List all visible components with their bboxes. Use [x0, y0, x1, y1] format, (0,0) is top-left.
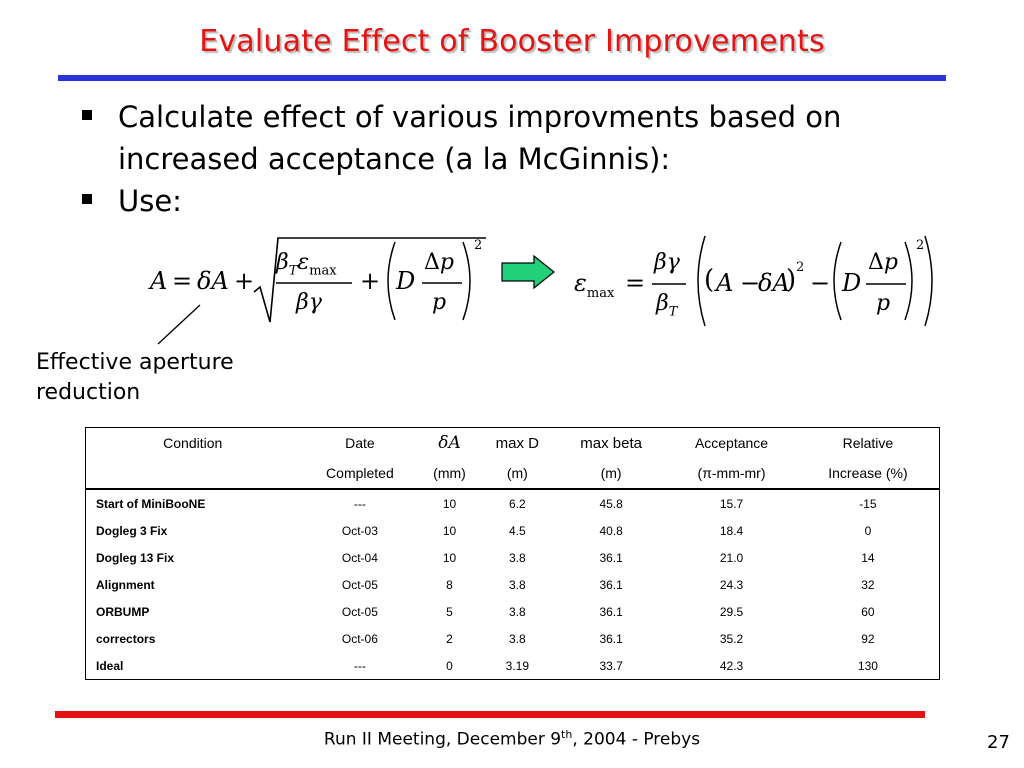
page-number: 27 [987, 732, 1010, 753]
table-row: ORBUMP Oct-05 5 3.8 36.1 29.5 60 [86, 598, 940, 625]
footer-text: Run II Meeting, December 9th, 2004 - Pre… [0, 728, 1024, 750]
table-header-row: Condition Date δA max D max beta Accepta… [86, 428, 940, 459]
cell-acceptance: 24.3 [719, 577, 744, 592]
cell-condition: Alignment [96, 577, 155, 592]
cell-max-beta: 45.8 [599, 496, 623, 511]
header-units-relative: Increase (%) [796, 458, 940, 490]
cell-date: --- [353, 496, 366, 511]
table-row: Start of MiniBooNE --- 10 6.2 45.8 15.7 … [86, 489, 940, 517]
table-row: correctors Oct-06 2 3.8 36.1 35.2 92 [86, 625, 940, 652]
cell-max-beta: 33.7 [599, 658, 623, 673]
slide-title: Evaluate Effect of Booster Improvements [199, 24, 825, 59]
header-units-date: Completed [299, 458, 421, 490]
cell-relative-increase: 92 [861, 631, 875, 646]
cell-date: Oct-06 [341, 631, 378, 646]
bullet-text: Use: [118, 184, 182, 218]
footer-divider [55, 711, 925, 718]
cell-delta-a: 10 [442, 550, 457, 565]
bullet-item: Use: [80, 180, 960, 222]
square-bullet-icon [82, 110, 92, 120]
improvements-table: Condition Date δA max D max beta Accepta… [85, 427, 940, 680]
bullet-text: Calculate effect of various improvments … [118, 100, 842, 176]
title-divider [58, 75, 946, 81]
cell-condition: ORBUMP [96, 604, 150, 619]
table-row: Dogleg 13 Fix Oct-04 10 3.8 36.1 21.0 14 [86, 544, 940, 571]
header-units-delta-a: (mm) [420, 458, 479, 490]
cell-acceptance: 18.4 [719, 523, 744, 538]
cell-relative-increase: -15 [859, 496, 877, 511]
footer-text-main: Run II Meeting, December 9 [323, 729, 562, 750]
cell-acceptance: 35.2 [719, 631, 744, 646]
cell-delta-a: 5 [446, 604, 453, 619]
cell-max-beta: 36.1 [599, 631, 623, 646]
header-max-beta: max beta [580, 434, 642, 452]
cell-relative-increase: 14 [861, 550, 875, 565]
cell-condition: Ideal [96, 658, 124, 673]
square-bullet-icon [82, 194, 92, 204]
header-units-max-d: (m) [478, 458, 557, 490]
cell-max-d: 4.5 [508, 523, 526, 538]
header-units-max-beta: (m) [556, 458, 667, 490]
cell-condition: Dogleg 3 Fix [96, 523, 168, 538]
cell-max-d: 3.8 [508, 577, 526, 592]
cell-date: --- [353, 658, 366, 673]
cell-max-d: 3.8 [508, 550, 526, 565]
cell-relative-increase: 32 [861, 577, 875, 592]
cell-acceptance: 21.0 [719, 550, 744, 565]
header-date: Date [345, 435, 375, 451]
cell-condition: Dogleg 13 Fix [96, 550, 175, 565]
cell-date: Oct-03 [341, 523, 378, 538]
cell-date: Oct-05 [341, 577, 378, 592]
header-units-condition [85, 458, 300, 490]
footer-text-tail: , 2004 - Prebys [572, 729, 701, 750]
footer-superscript: th [561, 728, 573, 741]
cell-max-beta: 40.8 [599, 523, 623, 538]
radical-sign-icon [253, 237, 486, 323]
cell-date: Oct-04 [341, 550, 378, 565]
cell-max-beta: 36.1 [599, 550, 623, 565]
cell-relative-increase: 130 [857, 658, 878, 673]
cell-condition: Start of MiniBooNE [96, 496, 206, 511]
cell-delta-a: 8 [446, 577, 453, 592]
cell-condition: correctors [96, 631, 156, 646]
bullet-list: Calculate effect of various improvments … [80, 96, 960, 222]
header-max-d: max D [495, 434, 539, 452]
cell-max-d: 6.2 [508, 496, 526, 511]
cell-date: Oct-05 [341, 604, 378, 619]
cell-delta-a: 10 [442, 496, 457, 511]
pointer-line [157, 304, 201, 345]
aperture-annotation: Effective aperture reduction [36, 350, 234, 405]
cell-max-d: 3.8 [508, 631, 526, 646]
cell-delta-a: 2 [446, 631, 453, 646]
table-row: Dogleg 3 Fix Oct-03 10 4.5 40.8 18.4 0 [86, 517, 940, 544]
bullet-item: Calculate effect of various improvments … [80, 96, 960, 180]
header-condition: Condition [163, 435, 223, 451]
header-acceptance: Acceptance [694, 435, 769, 451]
cell-max-beta: 36.1 [599, 577, 623, 592]
cell-acceptance: 42.3 [719, 658, 744, 673]
table-row: Alignment Oct-05 8 3.8 36.1 24.3 32 [86, 571, 940, 598]
cell-acceptance: 15.7 [719, 496, 744, 511]
header-units-acceptance: (π-mm-mr) [666, 458, 797, 490]
table-row: Ideal --- 0 3.19 33.7 42.3 130 [86, 652, 940, 680]
cell-max-d: 3.19 [505, 658, 530, 673]
cell-relative-increase: 60 [861, 604, 875, 619]
header-relative: Relative [842, 435, 894, 451]
cell-relative-increase: 0 [864, 523, 872, 538]
cell-delta-a: 0 [446, 658, 453, 673]
cell-max-d: 3.8 [508, 604, 526, 619]
table-header-units-row: Completed (mm) (m) (m) (π-mm-mr) Increas… [85, 458, 940, 490]
right-arrow-icon [501, 254, 555, 290]
header-delta-a: δA [438, 433, 461, 453]
cell-delta-a: 10 [442, 523, 457, 538]
cell-acceptance: 29.5 [719, 604, 744, 619]
cell-max-beta: 36.1 [599, 604, 623, 619]
